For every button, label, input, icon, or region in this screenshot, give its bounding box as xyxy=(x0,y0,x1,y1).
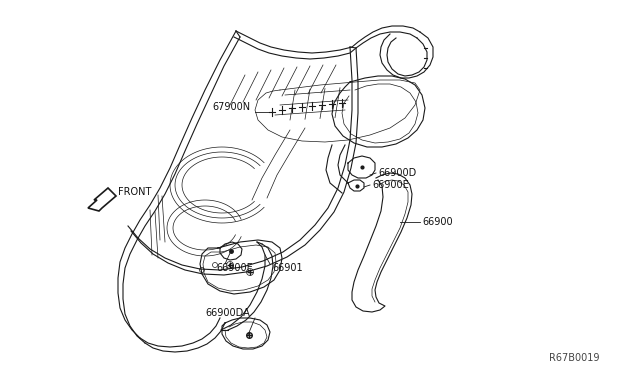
Text: R67B0019: R67B0019 xyxy=(550,353,600,363)
Text: FRONT: FRONT xyxy=(118,187,152,197)
Text: 66901: 66901 xyxy=(272,263,303,273)
Text: 66900E: 66900E xyxy=(216,263,253,273)
Text: 66900DA: 66900DA xyxy=(205,308,250,318)
Text: 66900E: 66900E xyxy=(372,180,409,190)
Text: 66900D: 66900D xyxy=(378,168,416,178)
Text: 67900N: 67900N xyxy=(212,102,250,112)
Text: 66900: 66900 xyxy=(422,217,452,227)
